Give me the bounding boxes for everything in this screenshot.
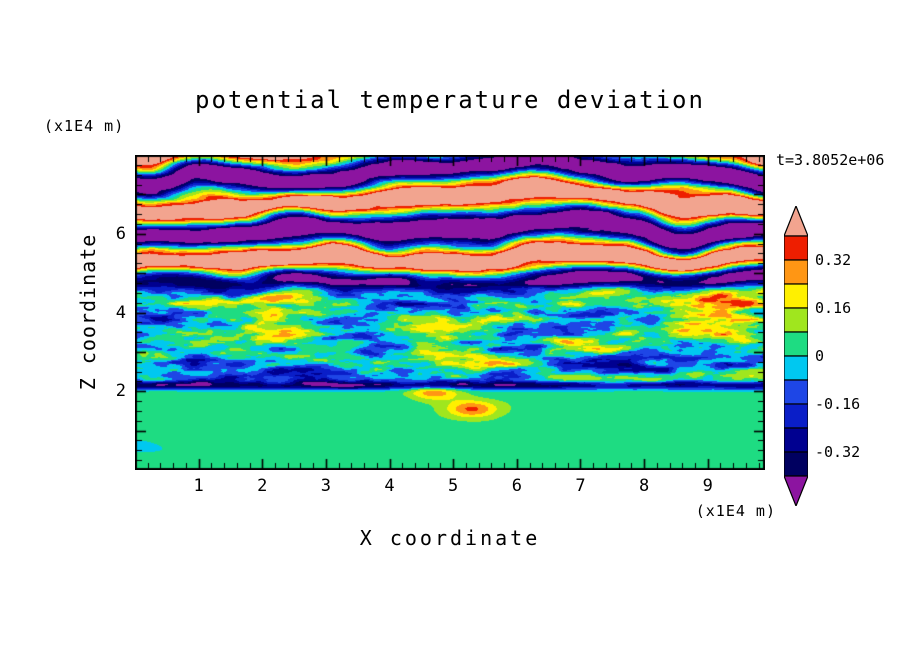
x-tick-label: 8 — [638, 476, 650, 496]
x-tick-label: 3 — [320, 476, 332, 496]
colorbar-tick-label: -0.32 — [815, 443, 861, 461]
z-axis-units-label: (x1E4 m) — [44, 117, 125, 135]
colorbar-over-arrow — [784, 206, 808, 237]
colorbar-under-arrow — [784, 475, 808, 506]
colorbar-segment — [784, 307, 808, 333]
colorbar-tick-label: 0.16 — [815, 299, 852, 317]
z-axis-label: Z coordinate — [76, 233, 100, 391]
x-axis-label: X coordinate — [359, 526, 541, 550]
z-tick-label: 2 — [115, 381, 126, 402]
colorbar-tick-label: 0.32 — [815, 251, 852, 269]
colorbar-segment — [784, 331, 808, 357]
x-axis-units-label: (x1E4 m) — [695, 502, 776, 520]
colorbar-segment — [784, 451, 808, 477]
time-annotation: t=3.8052e+06 — [776, 151, 885, 169]
x-tick-label: 1 — [193, 476, 204, 496]
x-tick-label: 5 — [448, 476, 459, 496]
x-tick-label: 7 — [575, 476, 586, 496]
colorbar — [784, 206, 808, 506]
colorbar-tick-label: 0 — [815, 347, 825, 365]
colorbar-segment — [784, 259, 808, 285]
colorbar-segment — [784, 355, 808, 381]
x-tick-label: 6 — [511, 476, 522, 496]
heatmap-canvas — [135, 155, 765, 470]
z-tick-label: 4 — [115, 302, 126, 323]
colorbar-tick-label: -0.16 — [815, 395, 861, 413]
colorbar-segment — [784, 427, 808, 453]
colorbar-segment — [784, 283, 808, 309]
colorbar-segment — [784, 379, 808, 405]
colorbar-segment — [784, 235, 808, 261]
x-tick-label: 2 — [257, 476, 268, 496]
x-tick-label: 9 — [702, 476, 713, 496]
colorbar-segment — [784, 403, 808, 429]
plot-title: potential temperature deviation — [195, 86, 705, 114]
x-tick-label: 4 — [384, 476, 395, 496]
z-tick-label: 6 — [115, 223, 126, 244]
